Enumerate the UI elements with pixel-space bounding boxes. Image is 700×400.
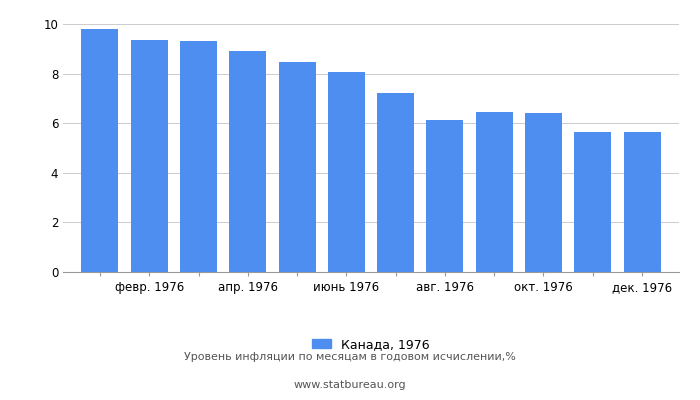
Text: www.statbureau.org: www.statbureau.org [294, 380, 406, 390]
Bar [81, 29, 118, 272]
Bar [180, 41, 217, 272]
Bar [279, 62, 316, 272]
Bar [525, 113, 562, 272]
Text: Уровень инфляции по месяцам в годовом исчислении,%: Уровень инфляции по месяцам в годовом ис… [184, 352, 516, 362]
Bar [328, 72, 365, 272]
Bar [574, 132, 611, 272]
Bar [624, 132, 661, 272]
Bar [476, 112, 512, 272]
Bar [230, 51, 266, 272]
Legend: Канада, 1976: Канада, 1976 [307, 333, 435, 356]
Bar [131, 40, 168, 272]
Bar [377, 94, 414, 272]
Bar [426, 120, 463, 272]
